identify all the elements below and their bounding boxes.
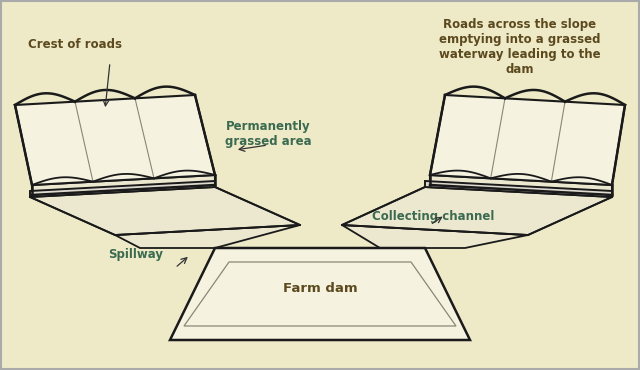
Polygon shape <box>115 225 300 248</box>
Polygon shape <box>30 181 215 197</box>
Text: Farm dam: Farm dam <box>283 282 357 295</box>
Text: Spillway: Spillway <box>108 248 163 261</box>
Text: Crest of roads: Crest of roads <box>28 38 122 51</box>
Polygon shape <box>30 187 300 235</box>
Polygon shape <box>170 248 470 340</box>
Polygon shape <box>342 225 528 248</box>
Polygon shape <box>342 187 612 235</box>
Polygon shape <box>425 181 612 197</box>
Polygon shape <box>430 175 612 195</box>
Polygon shape <box>430 95 625 185</box>
Text: Collecting channel: Collecting channel <box>372 210 494 223</box>
Polygon shape <box>15 95 215 185</box>
Text: Permanently
grassed area: Permanently grassed area <box>225 120 311 148</box>
Polygon shape <box>32 175 215 195</box>
Text: Roads across the slope
emptying into a grassed
waterway leading to the
dam: Roads across the slope emptying into a g… <box>439 18 601 76</box>
